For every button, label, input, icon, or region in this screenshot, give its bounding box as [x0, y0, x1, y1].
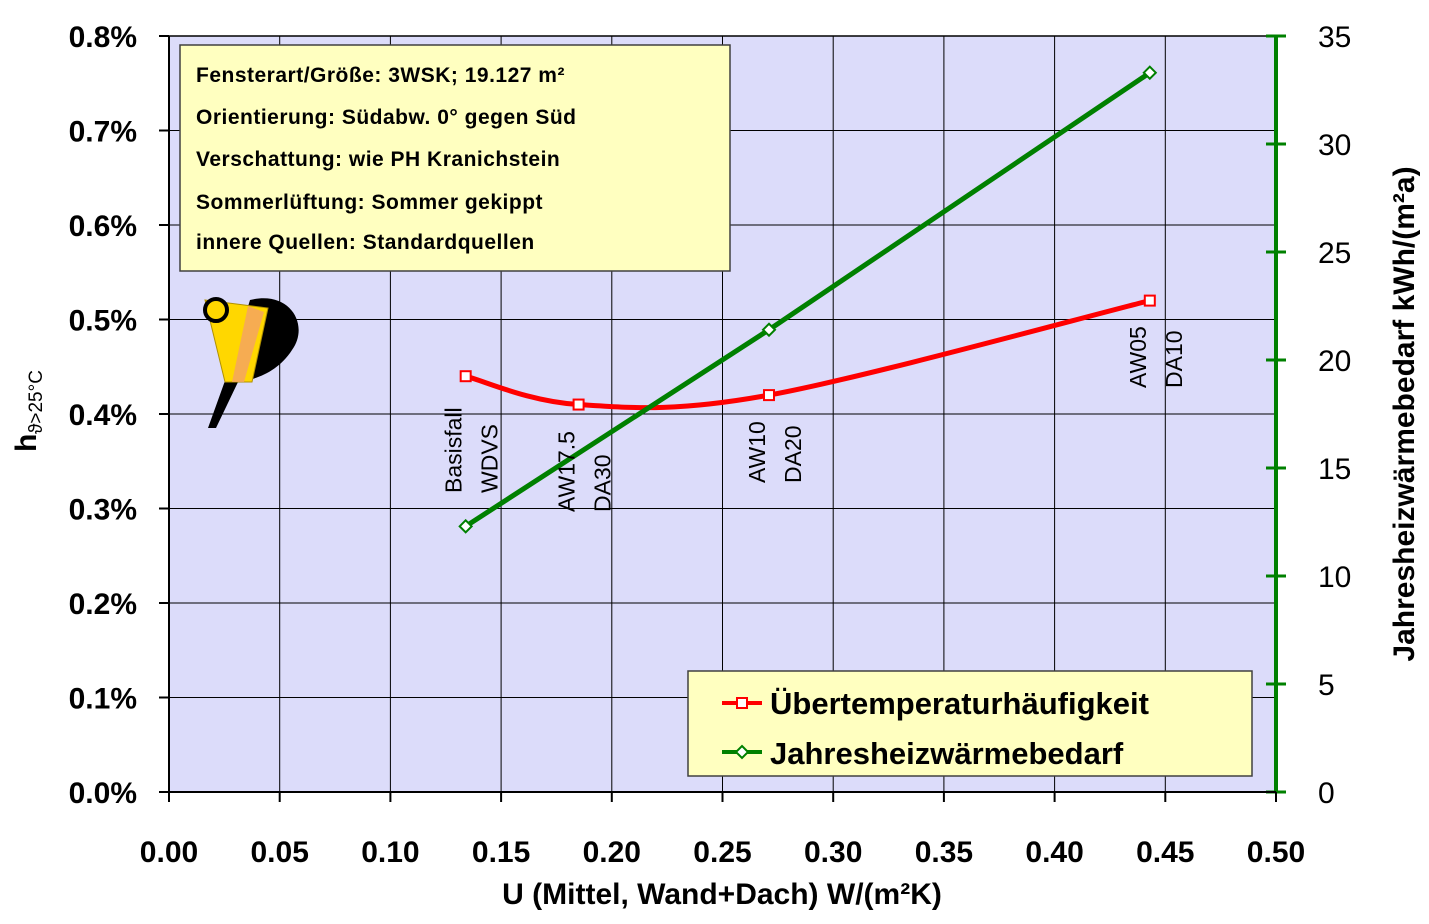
- point-annotation: WDVS: [477, 424, 503, 493]
- x-tick-label: 0.00: [140, 836, 198, 869]
- y-left-tick-label: 0.8%: [69, 21, 137, 54]
- annotation-layer: Basisfall WDVS AW17.5 DA30 AW10 DA20 AW05 DA10: [441, 326, 1187, 512]
- data-point: [1142, 65, 1158, 81]
- left-axis-title-main: h: [10, 434, 43, 452]
- y-left-tick-label: 0.1%: [69, 683, 137, 716]
- info-box: Fensterart/Größe: 3WSK; 19.127 m² Orient…: [179, 44, 731, 272]
- y-right-tick-label: 35: [1318, 21, 1351, 54]
- data-point: [761, 322, 777, 338]
- x-tick-label: 0.25: [693, 836, 751, 869]
- info-line: Sommerlüftung: Sommer gekippt: [196, 191, 543, 214]
- info-line: Verschattung: wie PH Kranichstein: [196, 148, 560, 171]
- right-axis-title: Jahresheizwärmebedarf kWh/(m²a): [1388, 166, 1421, 661]
- x-tick-label: 0.15: [472, 836, 530, 869]
- data-point: [1143, 294, 1156, 307]
- y-left-tick-label: 0.3%: [69, 494, 137, 527]
- x-tick-label: 0.50: [1247, 836, 1305, 869]
- data-point: [762, 389, 775, 402]
- x-axis: 0.00 0.05 0.10 0.15 0.20 0.25 0.30 0.35 0.40 0.45…: [140, 791, 1305, 869]
- series-line-uebertemperatur: [465, 298, 1151, 411]
- y-right-tick-label: 20: [1318, 345, 1351, 378]
- point-annotation: AW05: [1125, 326, 1151, 388]
- passive-house-logo-icon: [203, 297, 299, 428]
- legend-marker: [736, 697, 748, 709]
- info-line: Orientierung: Südabw. 0° gegen Süd: [196, 106, 576, 129]
- y-right-tick-label: 15: [1318, 453, 1351, 486]
- left-axis: 0.0% 0.1% 0.2% 0.3% 0.4% 0.5% 0.6% 0.7% 0.8%: [69, 21, 170, 810]
- series-layer: [458, 65, 1158, 534]
- y-right-tick-label: 10: [1318, 561, 1351, 594]
- legend-marker: [734, 744, 750, 760]
- point-annotation: Basisfall: [441, 407, 467, 493]
- info-line: innere Quellen: Standardquellen: [196, 231, 535, 254]
- point-annotation: AW17.5: [554, 431, 580, 512]
- point-annotation: DA20: [780, 425, 806, 483]
- x-tick-label: 0.10: [361, 836, 419, 869]
- x-axis-title: U (Mittel, Wand+Dach) W/(m²K): [502, 878, 942, 911]
- y-right-tick-label: 5: [1318, 669, 1335, 702]
- y-right-tick-label: 0: [1318, 777, 1335, 810]
- data-point: [458, 518, 474, 534]
- x-tick-label: 0.30: [804, 836, 862, 869]
- y-left-tick-label: 0.7%: [69, 116, 137, 149]
- left-axis-title-sub: ϑ>25°C: [26, 370, 47, 434]
- point-annotation: DA10: [1161, 330, 1187, 388]
- info-line: Fensterart/Größe: 3WSK; 19.127 m²: [196, 64, 565, 87]
- x-tick-label: 0.05: [251, 836, 309, 869]
- data-point: [459, 370, 472, 383]
- x-tick-label: 0.45: [1136, 836, 1194, 869]
- y-left-tick-label: 0.5%: [69, 305, 137, 338]
- right-axis: 0 5 10 15 20 25 30 35: [1266, 21, 1351, 810]
- x-tick-label: 0.35: [915, 836, 973, 869]
- legend: Übertemperaturhäufigkeit Jahresheizwärme…: [687, 670, 1253, 777]
- y-right-tick-label: 30: [1318, 129, 1351, 162]
- y-left-tick-label: 0.4%: [69, 399, 137, 432]
- y-left-tick-label: 0.2%: [69, 588, 137, 621]
- data-point: [572, 398, 585, 411]
- legend-label: Übertemperaturhäufigkeit: [770, 686, 1149, 721]
- x-tick-label: 0.20: [583, 836, 641, 869]
- y-right-tick-label: 25: [1318, 237, 1351, 270]
- point-annotation: DA30: [590, 454, 616, 512]
- x-tick-label: 0.40: [1025, 836, 1083, 869]
- legend-label: Jahresheizwärmebedarf: [770, 736, 1124, 771]
- point-annotation: AW10: [744, 421, 770, 483]
- y-left-tick-label: 0.0%: [69, 777, 137, 810]
- left-axis-title: h ϑ>25°C: [10, 370, 47, 452]
- y-left-tick-label: 0.6%: [69, 210, 137, 243]
